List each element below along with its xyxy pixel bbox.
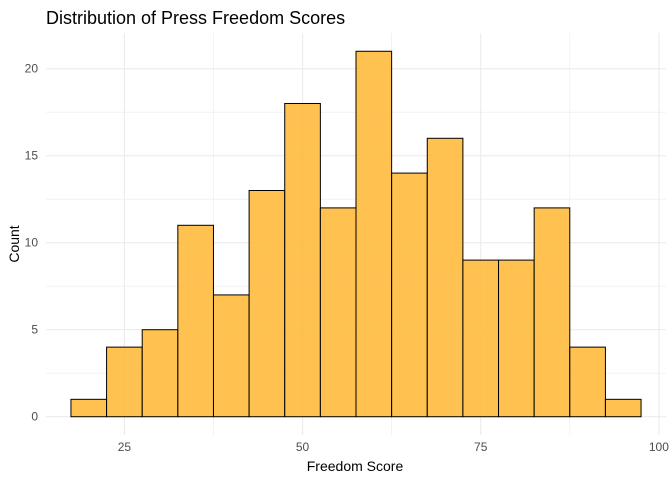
- histogram-bar: [533, 207, 571, 418]
- bars: [70, 50, 642, 418]
- y-tick-label: 0: [31, 410, 38, 424]
- y-tick-label: 10: [25, 236, 39, 250]
- histogram-bar: [569, 346, 606, 418]
- y-tick-label: 15: [25, 149, 39, 163]
- histogram-bar: [70, 398, 108, 418]
- histogram-bar: [604, 398, 642, 418]
- histogram-bar: [319, 207, 357, 418]
- histogram-bar: [141, 329, 179, 418]
- histogram-bar: [248, 189, 286, 418]
- y-axis-title: Count: [6, 225, 22, 262]
- x-tick-label: 100: [649, 440, 669, 454]
- histogram-bar: [498, 259, 535, 418]
- histogram-bar: [391, 172, 428, 418]
- x-axis-title: Freedom Score: [307, 458, 404, 474]
- x-tick-label: 50: [296, 440, 310, 454]
- x-tick-label: 75: [474, 440, 488, 454]
- x-tick-label: 25: [118, 440, 132, 454]
- histogram-bar: [426, 137, 464, 418]
- histogram-bar: [106, 346, 143, 418]
- x-axis-ticks: 25 50 75 100: [118, 440, 669, 454]
- histogram-bar: [212, 294, 250, 418]
- y-tick-label: 5: [31, 323, 38, 337]
- chart-title: Distribution of Press Freedom Scores: [46, 8, 345, 28]
- histogram-bar: [355, 50, 393, 418]
- histogram-bar: [462, 259, 500, 418]
- histogram-bar: [177, 224, 214, 418]
- y-axis-ticks: 0 5 10 15 20: [25, 62, 39, 424]
- y-tick-label: 20: [25, 62, 39, 76]
- histogram-bar: [284, 102, 321, 418]
